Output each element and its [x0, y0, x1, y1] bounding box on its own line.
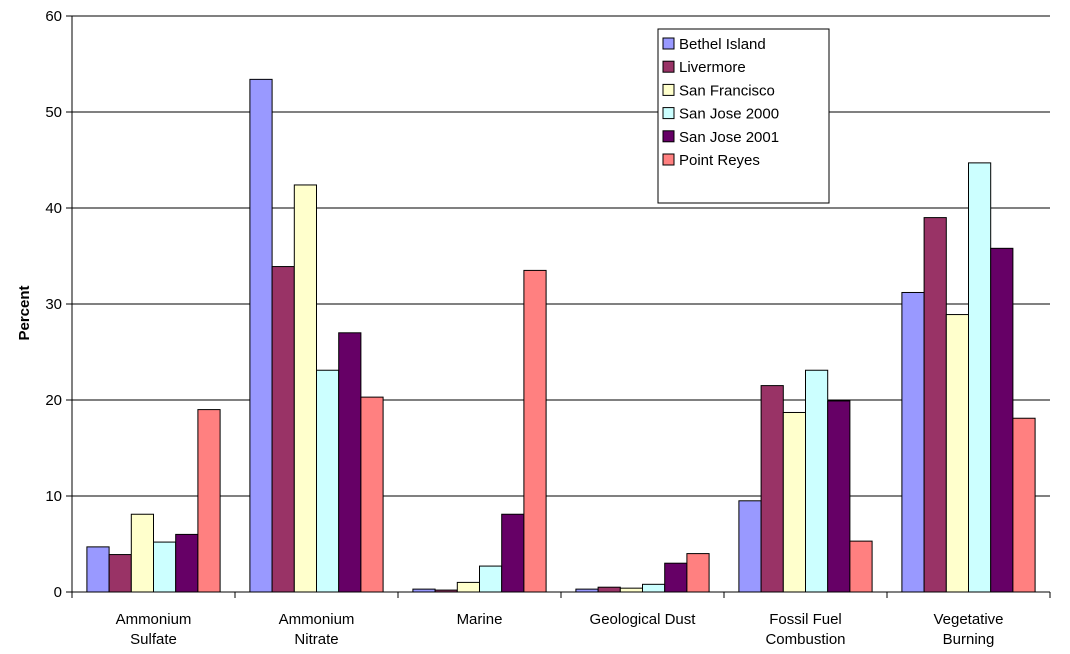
bar — [338, 332, 362, 593]
bar — [130, 513, 155, 593]
bar — [827, 400, 851, 593]
legend-label: San Francisco — [679, 82, 775, 99]
bar — [923, 217, 947, 593]
y-axis-label: Percent — [16, 285, 33, 340]
bar — [901, 291, 925, 593]
bar — [849, 540, 873, 593]
legend-label: Bethel Island — [679, 36, 766, 53]
legend-label: Livermore — [679, 59, 746, 76]
y-tick-label: 50 — [45, 104, 62, 121]
bar — [619, 587, 643, 593]
y-tick-label: 60 — [45, 8, 62, 25]
bar — [197, 409, 221, 593]
bar — [738, 500, 762, 593]
legend: Bethel Island Livermore San Francisco San J… — [657, 28, 830, 204]
bar — [249, 78, 273, 593]
category-label: Ammonium Sulfate — [116, 611, 192, 648]
bar — [456, 581, 480, 593]
legend-swatch — [662, 83, 675, 96]
bar — [1012, 417, 1036, 593]
bar — [501, 513, 525, 593]
legend-label: Point Reyes — [679, 152, 760, 169]
bar — [686, 553, 710, 593]
bar — [945, 314, 969, 593]
bar — [316, 369, 340, 593]
bar — [479, 565, 503, 593]
y-tick-label: 10 — [45, 488, 62, 505]
bar — [968, 162, 992, 593]
bar — [642, 583, 666, 593]
bar — [108, 554, 132, 593]
y-tick-label: 30 — [45, 296, 62, 313]
bar — [175, 533, 199, 593]
category-label: Fossil Fuel Combustion — [765, 611, 845, 648]
legend-swatch — [662, 107, 675, 120]
y-tick-label: 40 — [45, 200, 62, 217]
bar — [523, 269, 547, 593]
bar — [597, 586, 621, 593]
bar — [271, 266, 295, 593]
bar — [360, 396, 384, 593]
bar — [760, 385, 784, 593]
category-label: Vegetative Burning — [933, 611, 1003, 648]
legend-label: San Jose 2001 — [679, 129, 779, 146]
bar — [664, 562, 688, 593]
legend-swatch — [662, 153, 675, 166]
category-label: Geological Dust — [590, 611, 697, 628]
y-tick-label: 0 — [54, 584, 62, 601]
axes: 0 10 20 30 40 50 60 Ammonium Sulfate Ammonium Nitr… — [45, 8, 1051, 648]
bar — [153, 541, 177, 593]
y-tick-label: 20 — [45, 392, 62, 409]
legend-swatch — [662, 60, 675, 73]
category-label: Ammonium Nitrate — [279, 611, 355, 648]
bar — [805, 369, 829, 593]
bars — [86, 78, 1036, 593]
legend-swatch — [662, 37, 675, 50]
bar — [782, 411, 806, 593]
bar — [86, 546, 110, 593]
legend-label: San Jose 2000 — [679, 106, 779, 123]
category-label: Marine — [457, 611, 503, 628]
legend-swatch — [662, 130, 675, 143]
bar — [293, 184, 317, 593]
legend-box — [657, 28, 830, 204]
bar — [990, 247, 1014, 593]
gridlines — [72, 15, 1050, 497]
